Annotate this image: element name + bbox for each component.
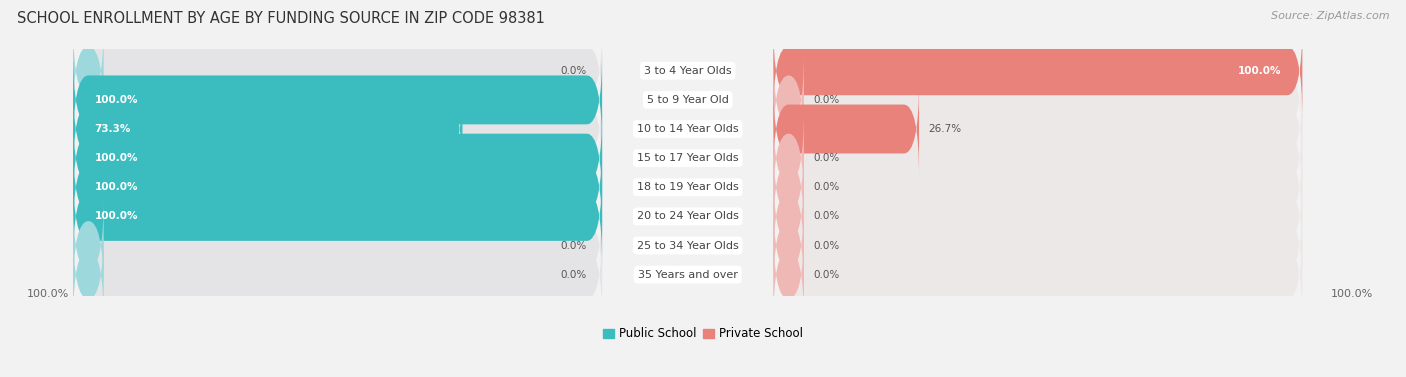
Text: 0.0%: 0.0% <box>813 95 839 105</box>
FancyBboxPatch shape <box>773 52 1302 148</box>
FancyBboxPatch shape <box>73 110 602 207</box>
FancyBboxPatch shape <box>773 22 1302 119</box>
FancyBboxPatch shape <box>73 168 602 265</box>
FancyBboxPatch shape <box>73 197 104 294</box>
Text: 0.0%: 0.0% <box>813 241 839 251</box>
Text: 100.0%: 100.0% <box>94 153 138 163</box>
FancyBboxPatch shape <box>73 22 602 119</box>
Text: Source: ZipAtlas.com: Source: ZipAtlas.com <box>1271 11 1389 21</box>
FancyBboxPatch shape <box>73 81 602 177</box>
Text: 5 to 9 Year Old: 5 to 9 Year Old <box>647 95 728 105</box>
Text: 100.0%: 100.0% <box>1237 66 1281 76</box>
Text: 35 Years and over: 35 Years and over <box>638 270 738 280</box>
Text: 0.0%: 0.0% <box>813 153 839 163</box>
FancyBboxPatch shape <box>773 226 804 323</box>
FancyBboxPatch shape <box>773 52 804 148</box>
FancyBboxPatch shape <box>73 197 602 294</box>
FancyBboxPatch shape <box>773 22 1302 119</box>
FancyBboxPatch shape <box>773 139 804 236</box>
FancyBboxPatch shape <box>73 81 463 177</box>
Text: 0.0%: 0.0% <box>561 270 586 280</box>
FancyBboxPatch shape <box>73 139 602 236</box>
Text: 26.7%: 26.7% <box>928 124 962 134</box>
FancyBboxPatch shape <box>73 168 602 265</box>
FancyBboxPatch shape <box>773 81 920 177</box>
FancyBboxPatch shape <box>73 52 602 148</box>
Text: 100.0%: 100.0% <box>94 95 138 105</box>
Text: SCHOOL ENROLLMENT BY AGE BY FUNDING SOURCE IN ZIP CODE 98381: SCHOOL ENROLLMENT BY AGE BY FUNDING SOUR… <box>17 11 544 26</box>
FancyBboxPatch shape <box>73 110 602 207</box>
FancyBboxPatch shape <box>773 81 1302 177</box>
Text: 3 to 4 Year Olds: 3 to 4 Year Olds <box>644 66 731 76</box>
Text: 25 to 34 Year Olds: 25 to 34 Year Olds <box>637 241 738 251</box>
Text: 100.0%: 100.0% <box>94 182 138 192</box>
FancyBboxPatch shape <box>73 22 104 119</box>
Text: 0.0%: 0.0% <box>813 270 839 280</box>
FancyBboxPatch shape <box>773 226 1302 323</box>
Text: 0.0%: 0.0% <box>561 66 586 76</box>
FancyBboxPatch shape <box>73 226 602 323</box>
FancyBboxPatch shape <box>773 197 804 294</box>
Text: 18 to 19 Year Olds: 18 to 19 Year Olds <box>637 182 738 192</box>
Text: 15 to 17 Year Olds: 15 to 17 Year Olds <box>637 153 738 163</box>
FancyBboxPatch shape <box>73 139 602 236</box>
Text: 100.0%: 100.0% <box>94 211 138 221</box>
FancyBboxPatch shape <box>773 168 1302 265</box>
FancyBboxPatch shape <box>773 197 1302 294</box>
Text: 10 to 14 Year Olds: 10 to 14 Year Olds <box>637 124 738 134</box>
Text: 20 to 24 Year Olds: 20 to 24 Year Olds <box>637 211 738 221</box>
FancyBboxPatch shape <box>773 110 1302 207</box>
FancyBboxPatch shape <box>773 168 804 265</box>
FancyBboxPatch shape <box>773 139 1302 236</box>
Text: 100.0%: 100.0% <box>1330 288 1372 299</box>
FancyBboxPatch shape <box>73 226 104 323</box>
FancyBboxPatch shape <box>73 52 602 148</box>
Text: 0.0%: 0.0% <box>813 211 839 221</box>
Text: 73.3%: 73.3% <box>94 124 131 134</box>
Legend: Public School, Private School: Public School, Private School <box>599 323 807 345</box>
FancyBboxPatch shape <box>773 110 804 207</box>
Text: 100.0%: 100.0% <box>27 288 69 299</box>
Text: 0.0%: 0.0% <box>813 182 839 192</box>
Text: 0.0%: 0.0% <box>561 241 586 251</box>
